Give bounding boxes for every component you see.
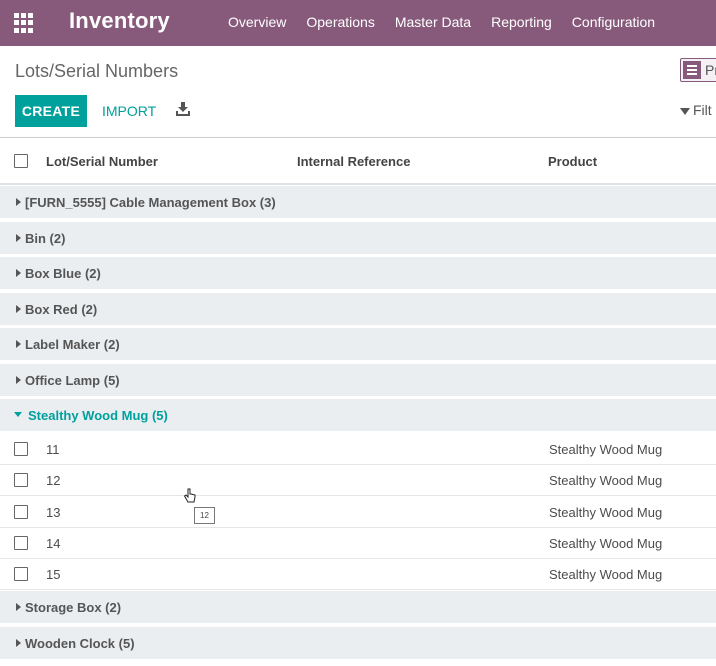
group-row[interactable]: Label Maker (2) [0,328,716,362]
caret-right-icon [16,340,21,348]
group-row[interactable]: Storage Box (2) [0,591,716,625]
menu-configuration[interactable]: Configuration [571,14,656,30]
table-row[interactable]: 15 Stealthy Wood Mug [0,559,716,590]
create-button[interactable]: CREATE [15,95,87,127]
group-row[interactable]: Bin (2) [0,222,716,256]
table-row[interactable]: 13 Stealthy Wood Mug [0,497,716,528]
group-label: Box Blue (2) [25,266,101,281]
column-header-internal-reference[interactable]: Internal Reference [297,154,411,169]
product-cell: Stealthy Wood Mug [549,505,663,520]
apps-menu-icon[interactable] [14,13,34,33]
page-title: Lots/Serial Numbers [15,61,179,81]
app-title[interactable]: Inventory [69,8,170,33]
lot-cell: 11 [46,442,60,457]
lot-cell: 14 [46,536,61,551]
caret-right-icon [16,198,21,206]
product-cell: Stealthy Wood Mug [549,567,663,582]
group-label: Office Lamp (5) [25,373,120,388]
filters-label: Filt [693,102,712,118]
caret-right-icon [16,305,21,313]
group-row[interactable]: [FURN_5555] Cable Management Box (3) [0,186,716,220]
caret-right-icon [16,639,21,647]
main-menu: Overview Operations Master Data Reportin… [218,0,665,46]
group-label: Box Red (2) [25,302,98,317]
row-checkbox[interactable] [14,473,28,487]
caret-down-icon [14,412,22,417]
product-cell: Stealthy Wood Mug [549,442,663,457]
hand-cursor-icon [183,488,196,503]
table-row[interactable]: 12 Stealthy Wood Mug [0,465,716,496]
row-checkbox[interactable] [14,442,28,456]
column-header-product[interactable]: Product [548,154,598,169]
menu-overview[interactable]: Overview [228,14,287,30]
control-panel-divider [0,137,716,138]
lot-cell: 15 [46,567,61,582]
product-cell: Stealthy Wood Mug [549,536,663,551]
menu-operations[interactable]: Operations [306,14,375,30]
list-view-icon [683,61,701,79]
table-row[interactable]: 14 Stealthy Wood Mug [0,528,716,559]
select-all-checkbox[interactable] [14,154,28,168]
group-row[interactable]: Office Lamp (5) [0,364,716,398]
group-label: [FURN_5555] Cable Management Box (3) [25,195,276,210]
group-label: Label Maker (2) [25,337,120,352]
view-switch-label: Pr [705,62,716,78]
filters-button[interactable]: Filt [680,102,712,118]
filter-icon [680,107,690,115]
table-row[interactable]: 11 Stealthy Wood Mug [0,434,716,465]
row-checkbox[interactable] [14,505,28,519]
group-row[interactable]: Box Red (2) [0,293,716,327]
product-cell: Stealthy Wood Mug [549,473,663,488]
group-label: Wooden Clock (5) [25,636,135,651]
row-checkbox[interactable] [14,536,28,550]
caret-right-icon [16,376,21,384]
lot-cell: 12 [46,473,61,488]
menu-reporting[interactable]: Reporting [491,14,552,30]
download-icon[interactable] [176,102,190,116]
menu-master-data[interactable]: Master Data [394,14,472,30]
import-button[interactable]: IMPORT [102,103,157,119]
caret-right-icon [16,269,21,277]
group-row-open[interactable]: Stealthy Wood Mug (5) [0,399,716,433]
top-navbar: Inventory Overview Operations Master Dat… [0,0,716,46]
list-view-switch[interactable]: Pr [680,58,716,82]
table-header: Lot/Serial Number Internal Reference Pro… [0,138,716,185]
group-row[interactable]: Wooden Clock (5) [0,627,716,661]
row-tooltip: 12 [194,507,215,524]
column-header-lot[interactable]: Lot/Serial Number [46,154,158,169]
group-label: Bin (2) [25,231,66,246]
caret-right-icon [16,603,21,611]
group-label: Stealthy Wood Mug (5) [28,408,168,423]
row-checkbox[interactable] [14,567,28,581]
group-label: Storage Box (2) [25,600,122,615]
group-row[interactable]: Box Blue (2) [0,257,716,291]
lot-cell: 13 [46,505,61,520]
caret-right-icon [16,234,21,242]
